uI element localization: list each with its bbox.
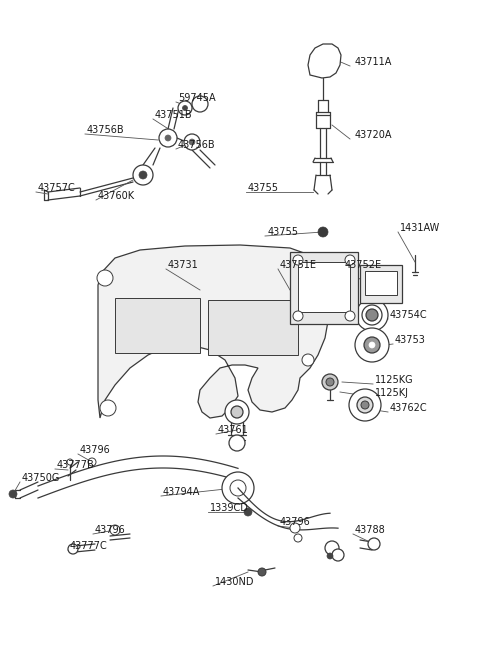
Circle shape: [326, 378, 334, 386]
Text: 43751E: 43751E: [280, 260, 317, 270]
Circle shape: [165, 135, 171, 141]
Circle shape: [178, 101, 192, 115]
Circle shape: [322, 374, 338, 390]
Text: 43796: 43796: [280, 517, 311, 527]
FancyBboxPatch shape: [365, 271, 397, 295]
Circle shape: [189, 139, 195, 145]
FancyBboxPatch shape: [115, 298, 200, 353]
Circle shape: [355, 328, 389, 362]
Circle shape: [159, 129, 177, 147]
Text: 43711A: 43711A: [355, 57, 392, 67]
Circle shape: [332, 549, 344, 561]
Circle shape: [192, 96, 208, 112]
Text: 1431AW: 1431AW: [400, 223, 440, 233]
Polygon shape: [308, 44, 341, 78]
Circle shape: [222, 472, 254, 504]
FancyBboxPatch shape: [208, 300, 298, 355]
Circle shape: [366, 309, 378, 321]
Circle shape: [293, 255, 303, 265]
Text: 43762C: 43762C: [390, 403, 428, 413]
Text: 43760K: 43760K: [98, 191, 135, 201]
Circle shape: [9, 490, 17, 498]
Text: 1125KJ: 1125KJ: [375, 388, 409, 398]
Text: 43796: 43796: [95, 525, 126, 535]
Text: 1125KG: 1125KG: [375, 375, 414, 385]
Circle shape: [302, 354, 314, 366]
Circle shape: [229, 435, 245, 451]
Circle shape: [67, 459, 73, 465]
Text: 43788: 43788: [355, 525, 386, 535]
Circle shape: [362, 305, 382, 325]
Text: 43756B: 43756B: [178, 140, 216, 150]
Circle shape: [294, 534, 302, 542]
Circle shape: [368, 538, 380, 550]
Text: 43750G: 43750G: [22, 473, 60, 483]
Text: 1430ND: 1430ND: [215, 577, 254, 587]
Circle shape: [307, 270, 323, 286]
Circle shape: [290, 523, 300, 533]
Text: 43761: 43761: [218, 425, 249, 435]
Text: 43751B: 43751B: [155, 110, 192, 120]
Text: 43794A: 43794A: [163, 487, 200, 497]
FancyBboxPatch shape: [298, 262, 350, 312]
Text: 43720A: 43720A: [355, 130, 393, 140]
Text: 43731: 43731: [168, 260, 199, 270]
Text: 43755: 43755: [268, 227, 299, 237]
Circle shape: [369, 342, 375, 348]
Circle shape: [349, 389, 381, 421]
Text: 43752E: 43752E: [345, 260, 382, 270]
Circle shape: [345, 311, 355, 321]
Circle shape: [231, 406, 243, 418]
Circle shape: [244, 508, 252, 516]
Text: 43796: 43796: [80, 445, 111, 455]
Circle shape: [182, 105, 188, 111]
Circle shape: [110, 525, 120, 535]
Circle shape: [361, 401, 369, 409]
FancyBboxPatch shape: [290, 252, 358, 324]
Circle shape: [325, 541, 339, 555]
Text: 43753: 43753: [395, 335, 426, 345]
Circle shape: [139, 171, 147, 179]
Circle shape: [357, 397, 373, 413]
Circle shape: [345, 255, 355, 265]
Circle shape: [184, 134, 200, 150]
Text: 43757C: 43757C: [38, 183, 76, 193]
Circle shape: [97, 270, 113, 286]
Circle shape: [356, 299, 388, 331]
Text: 43754C: 43754C: [390, 310, 428, 320]
Polygon shape: [98, 245, 330, 418]
FancyBboxPatch shape: [360, 265, 402, 303]
Circle shape: [258, 568, 266, 576]
Circle shape: [293, 311, 303, 321]
Circle shape: [364, 337, 380, 353]
Text: 43755: 43755: [248, 183, 279, 193]
Text: 43777B: 43777B: [57, 460, 95, 470]
Circle shape: [88, 458, 96, 466]
Circle shape: [100, 400, 116, 416]
Circle shape: [225, 400, 249, 424]
Circle shape: [230, 480, 246, 496]
Text: 1339CD: 1339CD: [210, 503, 249, 513]
Text: 59745A: 59745A: [178, 93, 216, 103]
Text: 43756B: 43756B: [87, 125, 125, 135]
Text: 43777C: 43777C: [70, 541, 108, 551]
Circle shape: [318, 227, 328, 237]
Circle shape: [327, 553, 333, 559]
Circle shape: [68, 544, 78, 554]
Circle shape: [133, 165, 153, 185]
